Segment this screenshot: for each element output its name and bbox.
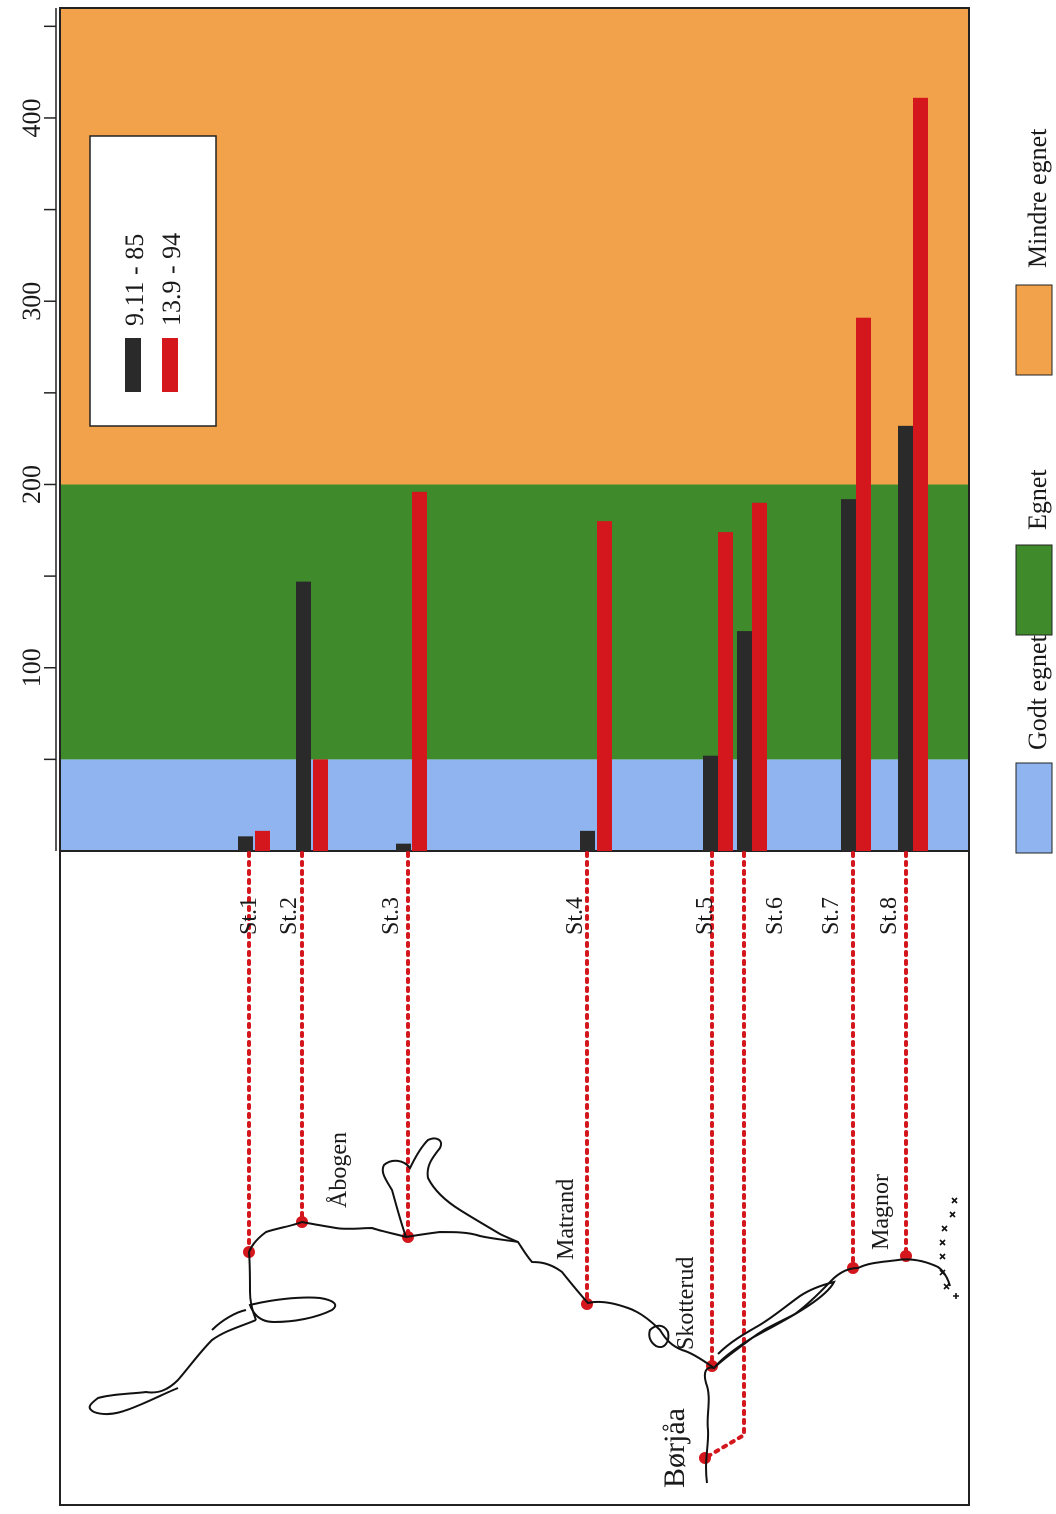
bar-st6-series-2 — [752, 502, 767, 851]
pond — [648, 1324, 670, 1348]
bar-st8-series-2 — [913, 97, 928, 851]
station-label: St.3 — [378, 897, 404, 935]
place-label-matrand: Matrand — [553, 1179, 579, 1260]
river-upper — [247, 1220, 715, 1369]
lake-inlet — [211, 1309, 247, 1331]
bar-st1-series-2 — [255, 830, 270, 851]
station-label: St.4 — [562, 897, 588, 935]
station-links — [243, 851, 912, 1464]
zone-key-swatch-egnet — [1015, 544, 1053, 636]
legend-label-series-2: 13.9 - 94 — [157, 233, 186, 326]
river-map — [88, 1137, 951, 1484]
place-label-skotterud: Skotterud — [673, 1257, 699, 1350]
bar-st7-series-1 — [841, 499, 856, 851]
station-connector — [703, 851, 746, 1460]
station-label: St.5 — [692, 897, 718, 935]
lake-shape — [248, 1296, 337, 1324]
station-label: St.1 — [236, 897, 262, 935]
legend-swatch-series-2 — [162, 338, 178, 392]
station-label: St.6 — [762, 897, 788, 935]
axis-tick-label: 100 — [17, 648, 46, 687]
lake-branch — [88, 1319, 257, 1416]
bar-st2-series-1 — [296, 581, 311, 851]
east-lake — [713, 1280, 836, 1369]
place-names: Åbogen Matrand Skotterud Magnor Børjåa — [326, 1132, 894, 1488]
station-label: St.8 — [876, 897, 902, 935]
station-labels: St.1 St.2 St.3 St.4 St.5 St.6 St.7 St.8 — [236, 897, 902, 935]
zone-band-1 — [60, 484, 969, 760]
bar-st3-series-1 — [396, 843, 411, 851]
zone-key-label-godt: Godt egnet — [1023, 634, 1052, 750]
bar-st5-series-2 — [718, 532, 733, 851]
bar-st1-series-1 — [238, 836, 253, 851]
place-label-abogen: Åbogen — [326, 1132, 352, 1208]
station-dot — [699, 1452, 711, 1464]
station-label: St.7 — [818, 897, 844, 935]
axis-tick-label: 300 — [17, 282, 46, 321]
zone-key-label-egnet: Egnet — [1023, 469, 1052, 530]
station-label: St.2 — [276, 897, 302, 935]
axis-tick-label: 400 — [17, 98, 46, 137]
zone-key-swatch-mindre — [1015, 284, 1053, 376]
bar-st6-series-1 — [737, 631, 752, 851]
value-axis: 100 200 300 400 — [17, 8, 57, 851]
bar-st5-series-1 — [703, 755, 718, 851]
zone-key-label-mindre: Mindre egnet — [1023, 128, 1052, 268]
map-frame — [59, 850, 970, 1506]
north-lake — [381, 1137, 519, 1243]
legend: 9.11 - 85 13.9 - 94 — [89, 135, 217, 427]
legend-swatch-series-1 — [125, 338, 141, 392]
bar-st3-series-2 — [412, 491, 427, 851]
place-label-magnor: Magnor — [868, 1174, 894, 1250]
bar-st8-series-1 — [898, 425, 913, 851]
legend-label-series-1: 9.11 - 85 — [120, 234, 149, 326]
zone-key-swatch-godt — [1015, 762, 1053, 854]
legend-box — [89, 135, 217, 427]
axis-tick-label: 200 — [17, 465, 46, 504]
bars — [238, 97, 928, 851]
place-label-borjaa: Børjåa — [658, 1408, 691, 1488]
bar-st7-series-2 — [856, 317, 871, 851]
suitability-zones — [60, 8, 969, 851]
zone-key: Godt egnet Egnet Mindre egnet — [1015, 128, 1053, 854]
bar-st4-series-1 — [580, 830, 595, 851]
chart-frame — [59, 7, 970, 852]
bar-st4-series-2 — [597, 521, 612, 851]
zone-band-0 — [60, 759, 969, 851]
station-dot — [581, 1298, 593, 1310]
border-marks — [939, 1197, 959, 1299]
bar-st2-series-2 — [313, 759, 328, 851]
